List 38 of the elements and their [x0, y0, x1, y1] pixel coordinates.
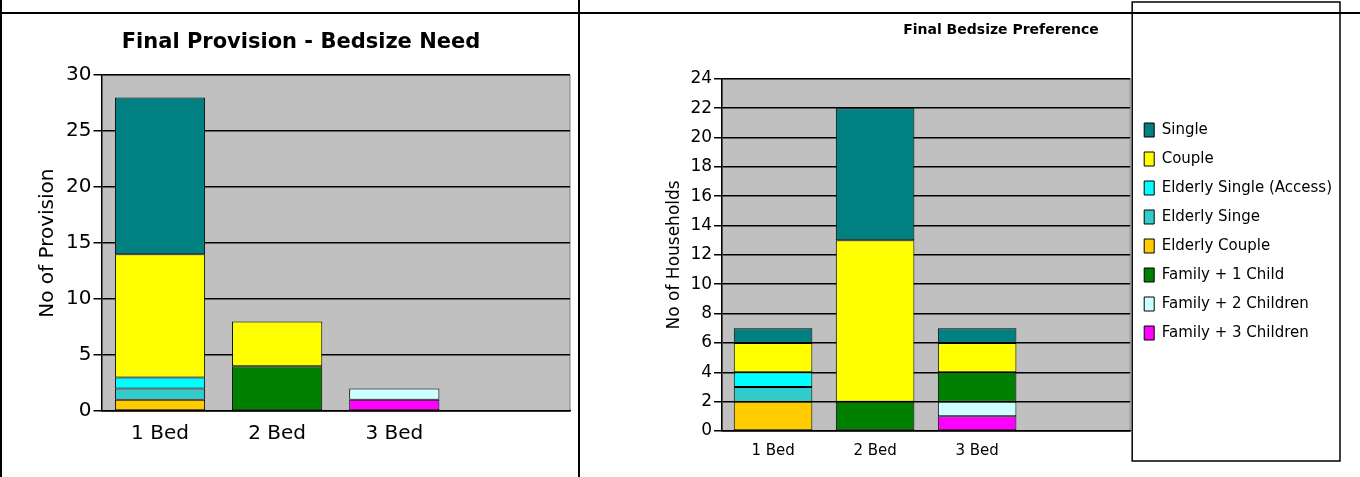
x-tick-label: 1 Bed [131, 420, 189, 445]
x-tick-label: 2 Bed [248, 420, 307, 445]
legend-label: Elderly Single (Access) [1161, 177, 1332, 196]
y-tick-label: 0 [78, 397, 92, 422]
y-tick-label: 4 [701, 360, 713, 381]
legend-label: Elderly Couple [1161, 235, 1271, 254]
y-tick-label: 14 [690, 213, 713, 234]
legend-label: Family + 3 Children [1161, 322, 1309, 341]
y-tick-label: 6 [701, 331, 713, 352]
y-tick-label: 8 [701, 302, 713, 323]
y-tick-label: 2 [701, 390, 713, 411]
chart-title: Final Provision - Bedsize Need [121, 29, 481, 54]
y-tick-label: 10 [690, 272, 713, 293]
legend-label: Single [1161, 119, 1208, 138]
legend-label: Family + 1 Child [1161, 264, 1285, 283]
x-tick-label: 3 Bed [955, 440, 999, 459]
y-tick-label: 20 [690, 125, 713, 146]
y-tick-label: 12 [690, 243, 713, 264]
x-tick-label: 2 Bed [853, 440, 897, 459]
y-axis-title: No of Provision [34, 168, 59, 318]
y-tick-label: 0 [701, 419, 713, 440]
y-axis-title: No of Households [662, 180, 683, 330]
legend-label: Couple [1161, 148, 1214, 167]
y-tick-label: 30 [66, 61, 92, 86]
x-tick-label: 1 Bed [751, 440, 795, 459]
y-tick-label: 18 [690, 155, 713, 176]
y-tick-label: 16 [690, 184, 713, 205]
legend-label: Family + 2 Children [1161, 293, 1309, 312]
y-tick-label: 25 [66, 117, 92, 142]
y-tick-label: 15 [66, 229, 92, 254]
legend-label: Elderly Singe [1161, 206, 1261, 225]
chart-title: Final Bedsize Preference [903, 21, 1099, 38]
y-tick-label: 24 [690, 67, 713, 88]
y-tick-label: 22 [690, 96, 713, 117]
x-tick-label: 3 Bed [365, 420, 424, 445]
y-tick-label: 5 [78, 341, 92, 366]
y-tick-label: 10 [66, 285, 92, 310]
y-tick-label: 20 [66, 173, 92, 198]
